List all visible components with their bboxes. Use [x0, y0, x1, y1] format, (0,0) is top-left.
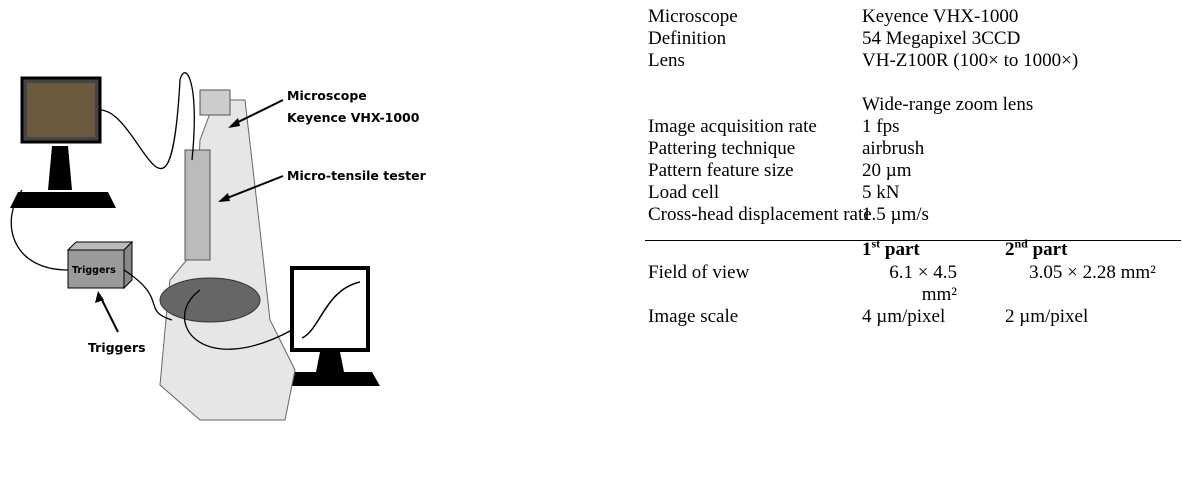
row-value: 6.1 × 4.5 mm² — [889, 262, 957, 305]
row-label: Image scale — [648, 306, 739, 327]
setup-diagram: Microscope Keyence VHX-1000 Micro-tensil… — [10, 72, 427, 421]
tester-body — [159, 99, 296, 421]
header-part: st — [871, 236, 881, 251]
row-label: Pattering technique — [648, 138, 796, 159]
label: Microscope — [287, 88, 367, 103]
column-header: 1st part — [862, 236, 920, 261]
tester-stage — [159, 277, 261, 323]
arrow — [231, 99, 284, 126]
row-label: Cross-head displacement rate — [648, 204, 872, 225]
camera-head — [199, 89, 231, 116]
arrow — [99, 295, 119, 333]
row-label: Field of view — [648, 262, 750, 283]
monitor-stand — [48, 146, 72, 190]
microscope-column — [184, 149, 211, 261]
label: Triggers — [72, 265, 116, 276]
header-part: 2 — [1005, 239, 1015, 260]
monitor-screen — [27, 83, 95, 137]
row-label: Image acquisition rate — [648, 116, 817, 137]
header-part: 1 — [862, 239, 872, 260]
cable — [10, 189, 69, 271]
cable — [123, 269, 173, 321]
row-value: 2 µm/pixel — [1005, 306, 1089, 327]
row-value: 54 Megapixel 3CCD — [862, 28, 1021, 49]
label: Triggers — [88, 340, 146, 355]
row-value: airbrush — [862, 138, 925, 159]
monitor-stand — [316, 352, 344, 372]
label: Micro-tensile tester — [287, 168, 427, 183]
row-value: 5 kN — [862, 182, 900, 203]
label: Keyence VHX-1000 — [287, 110, 420, 125]
cable — [183, 289, 293, 350]
row-value: Wide-range zoom lens — [862, 94, 1034, 115]
row-label: Pattern feature size — [648, 160, 794, 181]
row-value: 20 µm — [862, 160, 912, 181]
curve — [301, 281, 361, 339]
header-part: part — [1027, 239, 1068, 260]
row-value: VH-Z100R (100× to 1000×) — [862, 50, 1079, 71]
row-value: 3.05 × 2.28 mm² — [1029, 262, 1156, 283]
keyboard — [280, 372, 380, 386]
header-part: nd — [1014, 236, 1028, 251]
row-value: 4 µm/pixel — [862, 306, 946, 327]
row-label: Load cell — [648, 182, 720, 203]
row-value: 1.5 µm/s — [862, 204, 929, 225]
row-label: Definition — [648, 28, 727, 49]
arrow — [221, 175, 284, 201]
row-value: Keyence VHX-1000 — [862, 6, 1019, 27]
table-rule — [645, 240, 1181, 241]
row-label: Lens — [648, 50, 685, 71]
keyboard — [10, 192, 116, 208]
row-label: Microscope — [648, 6, 738, 27]
column-header: 2nd part — [1005, 236, 1068, 261]
triggers-box — [67, 249, 125, 289]
row-value: 1 fps — [862, 116, 900, 137]
cable — [99, 72, 195, 169]
header-part: part — [880, 239, 920, 260]
